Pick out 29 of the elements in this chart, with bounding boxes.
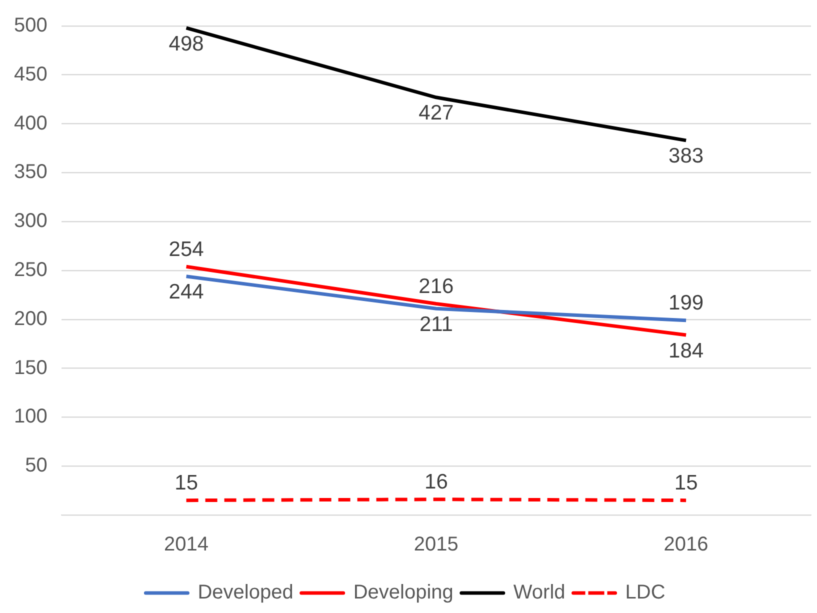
legend-label: World (513, 582, 566, 604)
x-tick-label: 2015 (414, 534, 458, 556)
y-tick-label: 50 (25, 454, 48, 477)
data-label: 254 (168, 238, 204, 261)
data-label: 383 (668, 144, 704, 168)
data-label: 15 (174, 472, 198, 495)
y-tick-label: 100 (14, 406, 48, 428)
data-label: 184 (668, 339, 704, 362)
y-tick-label: 450 (14, 63, 48, 86)
x-tick-label: 2014 (164, 534, 209, 556)
y-tick-label: 350 (14, 161, 48, 184)
data-label: 498 (168, 32, 204, 56)
data-label: 216 (418, 275, 454, 298)
data-label: 427 (418, 102, 454, 125)
data-label: 199 (668, 292, 704, 315)
data-label: 16 (424, 470, 448, 494)
y-tick-label: 300 (14, 210, 48, 232)
x-tick-label: 2016 (664, 534, 708, 556)
data-label: 211 (419, 312, 453, 336)
y-tick-label: 400 (14, 112, 48, 134)
y-tick-label: 150 (14, 356, 48, 379)
y-tick-label: 500 (14, 14, 48, 37)
legend-label: Developing (353, 582, 454, 604)
legend-label: Developed (198, 582, 294, 604)
data-label: 15 (674, 472, 698, 495)
data-label: 244 (168, 280, 204, 304)
y-tick-label: 200 (14, 308, 48, 330)
legend-label: LDC (625, 582, 666, 604)
y-tick-label: 250 (14, 259, 48, 282)
